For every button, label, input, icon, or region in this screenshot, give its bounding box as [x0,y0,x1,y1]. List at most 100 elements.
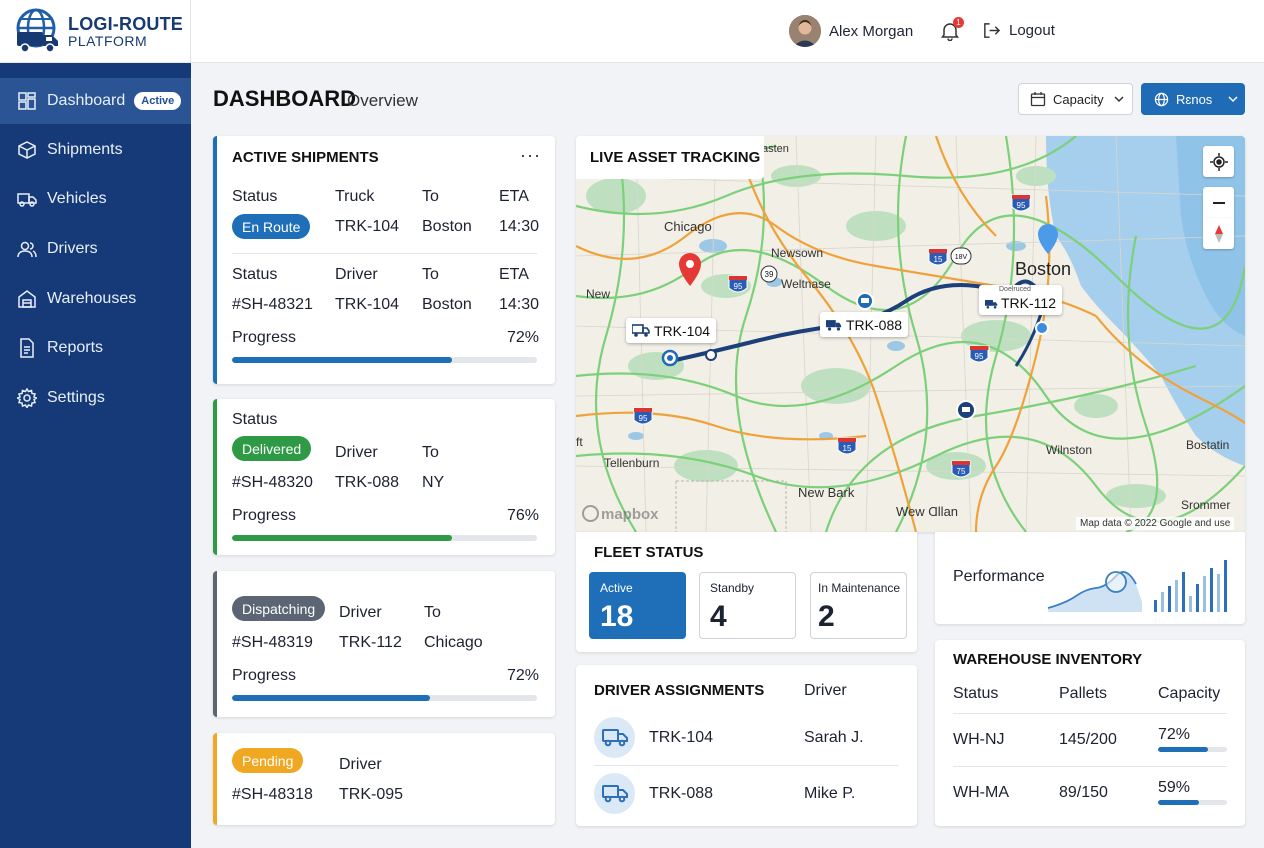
vehicle-label-trk-112[interactable]: Doelruced TRK-112 [979,285,1062,315]
progress-label: Progress [232,507,297,524]
sidebar-item-label: Reports [47,339,104,356]
live-tracking-title: LIVE ASSET TRACKING [576,136,764,179]
logout-label: Logout [1009,22,1055,39]
assignment-driver[interactable]: Mike P. [804,785,856,802]
vehicle-marker-icon[interactable] [856,292,874,310]
warehouse-inventory-card [935,640,1245,826]
logout-button[interactable]: Logout [982,21,1055,40]
column-header: Capacity [1158,685,1221,702]
fleet-standby-tile[interactable]: Standby 4 [699,572,796,639]
location-marker-icon[interactable] [1035,321,1049,335]
place-label: New Bark [798,485,855,500]
compass-icon [1214,224,1223,243]
place-labels: asten Chicago Newsown Weltnase New Bosto… [576,143,1230,519]
place-label: Newsown [771,246,823,260]
active-badge: Active [134,92,182,110]
location-marker-icon[interactable] [661,349,679,367]
driver-value: TRK-104 [335,296,400,313]
compass-button[interactable] [1203,218,1234,249]
place-label: Weltnase [781,277,831,291]
sidebar-item-drivers[interactable]: Drivers [0,226,191,272]
fleet-active-tile[interactable]: Active 18 [589,572,686,639]
vehicle-label-trk-104[interactable]: TRK-104 [626,318,717,343]
fleet-maintenance-count: 2 [818,600,835,633]
shipment-card[interactable] [213,733,555,825]
locate-button[interactable] [1203,146,1234,177]
shipment-card[interactable] [213,571,555,717]
user-name[interactable]: Alex Morgan [829,23,914,40]
shipment-id: #SH-48321 [232,296,313,313]
sidebar-item-label: Warehouses [47,290,137,307]
place-label: Srommer [1181,498,1230,512]
top-bar [191,0,1264,63]
capacity-fill [1158,800,1199,805]
fleet-standby-label: Standby [710,581,755,595]
status-badge: Pending [232,748,304,773]
shield-label: 95 [1017,201,1026,210]
progress-fill [232,357,452,363]
fleet-maintenance-tile[interactable]: In Maintenance 2 [810,572,907,639]
place-label: New [586,287,610,301]
place-label: Tellenburn [604,456,659,470]
location-marker-icon[interactable] [1038,224,1058,254]
warehouse-name[interactable]: WH-NJ [953,731,1005,748]
divider [594,765,898,766]
sidebar-item-label: Dashboard [47,92,126,109]
logo-icon [16,8,58,53]
zoom-out-button[interactable] [1203,187,1234,218]
region-dropdown[interactable]: Rɛnos [1141,83,1245,115]
vehicle-label-trk-088[interactable]: TRK-088 [820,312,909,337]
column-header: Truck [335,188,375,205]
sidebar-item-shipments[interactable]: Shipments [0,127,191,173]
sidebar-item-dashboard[interactable]: Dashboard Active [0,78,191,124]
truck-icon [601,785,628,803]
fleet-maintenance-label: In Maintenance [818,581,901,595]
progress-bar [232,535,537,541]
page-subtitle: Overview [347,91,418,110]
column-header: Driver [804,682,847,699]
sidebar-item-reports[interactable]: Reports [0,325,191,371]
sidebar-item-warehouses[interactable]: Warehouses [0,276,191,322]
shipment-id: #SH-48320 [232,474,313,491]
assignment-driver[interactable]: Sarah J. [804,729,864,746]
avatar[interactable] [789,15,821,47]
shipment-card[interactable] [213,136,555,384]
progress-percent: 76% [507,507,540,524]
brand[interactable]: LOGI-ROUTE PLATFORM [0,0,191,63]
sidebar-item-settings[interactable]: Settings [0,375,191,421]
column-header: ETA [499,188,529,205]
location-marker-icon[interactable] [705,349,717,361]
performance-label: Performance [953,568,1045,585]
crosshair-icon [1209,152,1228,171]
destination-value: Boston [422,296,472,313]
map-attribution[interactable]: Map data © 2022 Google and use [1076,517,1235,530]
warehouse-name[interactable]: WH-MA [953,784,1009,801]
more-options-icon[interactable]: ··· [520,145,541,165]
divider [953,713,1227,714]
eta-value: 14:30 [499,296,540,313]
chevron-down-icon [1114,96,1124,103]
capacity-dropdown[interactable]: Capacity [1018,83,1133,115]
brand-subtitle: PLATFORM [68,33,148,49]
map-pin-icon[interactable] [679,253,701,286]
vehicle-marker-icon[interactable] [956,400,976,420]
bell-icon[interactable] [940,21,960,41]
vehicle-label-subtext: Doelruced [999,286,1031,293]
logout-icon [984,23,1001,38]
minus-icon [1212,201,1225,204]
shield-label: 18V [955,254,968,261]
place-label: Wilnston [1046,443,1092,457]
place-label: Chicago [664,219,712,234]
sidebar-item-vehicles[interactable]: Vehicles [0,176,191,222]
progress-fill [232,695,431,701]
live-map[interactable]: 95 95 39 15 18V 95 95 15 75 95 asten Chi… [576,136,1245,532]
vehicle-label-text: TRK-088 [846,316,903,333]
gear-icon [17,388,37,408]
status-badge: Dispatching [232,596,326,621]
column-header: Pallets [1059,685,1108,702]
sidebar-item-label: Drivers [47,240,98,257]
users-icon [17,241,37,258]
progress-bar [232,357,537,363]
shipment-card[interactable] [213,399,555,555]
watermark-text: mapbox [601,506,659,523]
